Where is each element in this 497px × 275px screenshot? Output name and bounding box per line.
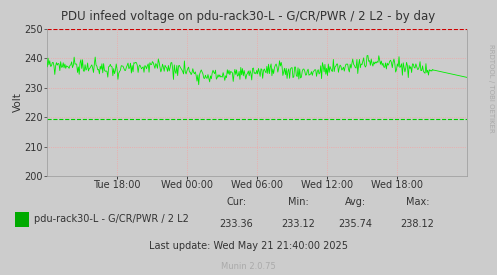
Text: 233.12: 233.12 — [281, 219, 315, 229]
Text: Last update: Wed May 21 21:40:00 2025: Last update: Wed May 21 21:40:00 2025 — [149, 241, 348, 251]
Text: Cur:: Cur: — [226, 197, 246, 207]
Text: 238.12: 238.12 — [401, 219, 434, 229]
Text: PDU infeed voltage on pdu-rack30-L - G/CR/PWR / 2 L2 - by day: PDU infeed voltage on pdu-rack30-L - G/C… — [61, 10, 436, 23]
Text: 235.74: 235.74 — [338, 219, 372, 229]
Text: Munin 2.0.75: Munin 2.0.75 — [221, 262, 276, 271]
Text: Min:: Min: — [288, 197, 309, 207]
Text: Max:: Max: — [406, 197, 429, 207]
Text: pdu-rack30-L - G/CR/PWR / 2 L2: pdu-rack30-L - G/CR/PWR / 2 L2 — [34, 214, 189, 224]
Y-axis label: Volt: Volt — [13, 92, 23, 112]
Text: RRDTOOL / TOBI OETIKER: RRDTOOL / TOBI OETIKER — [488, 44, 494, 132]
Text: Avg:: Avg: — [345, 197, 366, 207]
Text: 233.36: 233.36 — [219, 219, 253, 229]
